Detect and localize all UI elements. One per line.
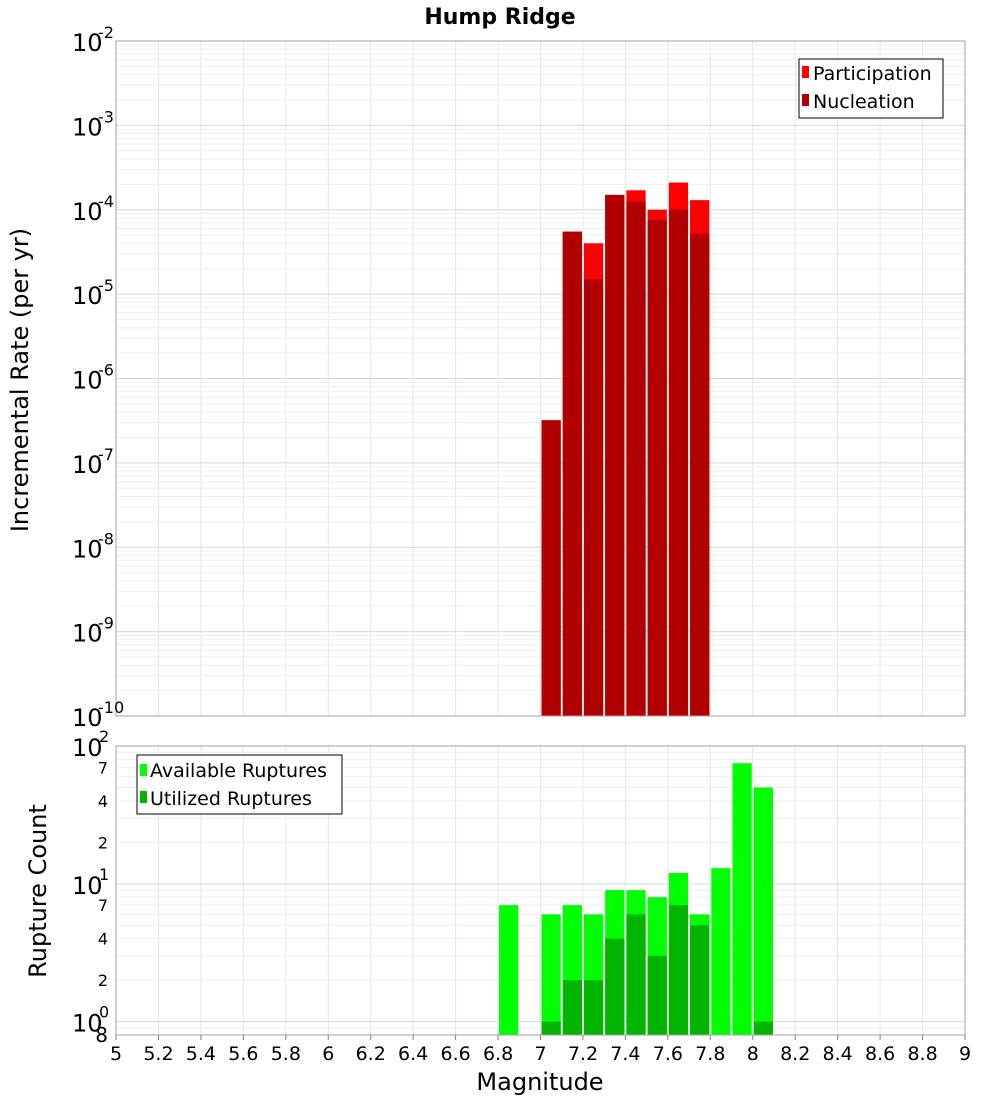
nucleation-bar (583, 279, 604, 716)
utilized-bar (626, 914, 646, 1035)
bottom-plot-bars (499, 763, 773, 1035)
utilized-bar (753, 1021, 773, 1035)
nucleation-legend-label: Nucleation (813, 91, 915, 113)
bottom-y-tick-mantissa: 10 (72, 734, 103, 762)
top-legend-box (798, 58, 944, 119)
x-tick-label: 5.4 (186, 1043, 216, 1065)
top-y-tick-mantissa: 10 (72, 113, 103, 141)
x-tick-label: 6.4 (398, 1043, 428, 1065)
x-tick-label: 5.2 (143, 1043, 173, 1065)
bottom-y-tick-mantissa: 10 (72, 1010, 103, 1038)
x-tick-label: 7.2 (568, 1043, 598, 1065)
top-y-tick-exponent: -6 (98, 361, 114, 380)
x-tick-label: 8.8 (907, 1043, 937, 1065)
utilized-bar (690, 925, 710, 1035)
nucleation-bar (647, 220, 667, 717)
nucleation-bar (562, 231, 582, 716)
bottom-y-minor-tick-label: 7 (98, 896, 108, 915)
x-tick-label: 8 (747, 1043, 759, 1065)
utilized-bar (605, 938, 625, 1035)
x-tick-label: 8.6 (865, 1043, 895, 1065)
top-y-axis-label: Incremental Rate (per yr) (6, 228, 34, 532)
x-tick-labels: 5 5.2 5.4 5.6 5.8 6 6.2 6.4 6.6 6.8 7 7.2 7.4 7.6 7.8 8… (110, 1035, 971, 1065)
top-y-tick-mantissa: 10 (72, 704, 103, 732)
available-bar (541, 914, 561, 1035)
chart-title: Hump Ridge (424, 5, 575, 30)
nucleation-bar (541, 420, 561, 716)
utilized-bar (647, 955, 667, 1035)
x-tick-label: 7 (534, 1043, 546, 1065)
x-tick-label: 6 (322, 1043, 334, 1065)
top-plot-grid (115, 41, 966, 717)
bottom-legend-box (136, 754, 343, 815)
top-y-tick-exponent: -10 (98, 698, 124, 717)
available-bar (753, 787, 773, 1035)
top-y-tick-exponent: -7 (98, 445, 114, 464)
x-tick-label: 7.4 (610, 1043, 640, 1065)
nucleation-bar (605, 194, 625, 716)
x-tick-label: 6.6 (440, 1043, 470, 1065)
top-y-tick-mantissa: 10 (72, 451, 103, 479)
nucleation-legend-swatch (802, 94, 809, 106)
bottom-y-minor-tick-label: 2 (98, 971, 108, 990)
bottom-legend: Available Ruptures Utilized Ruptures (136, 754, 343, 815)
nucleation-bar (668, 209, 689, 716)
x-tick-label: 9 (959, 1043, 971, 1065)
bottom-y-axis-label: Rupture Count (24, 804, 52, 978)
bottom-y-tick-exponent: 1 (99, 865, 109, 884)
bottom-y-minor-tick-label: 4 (98, 792, 108, 811)
utilized-legend-swatch (140, 791, 147, 803)
bottom-y-tick-exponent: 2 (99, 727, 109, 746)
available-legend-label: Available Ruptures (150, 760, 327, 782)
top-y-tick-exponent: -9 (98, 614, 114, 633)
x-tick-label: 6.2 (356, 1043, 386, 1065)
top-y-tick-mantissa: 10 (72, 198, 103, 226)
top-y-tick-mantissa: 10 (72, 535, 103, 563)
x-axis-label: Magnitude (476, 1068, 603, 1096)
top-legend: Participation Nucleation (798, 58, 944, 119)
nucleation-bar (626, 201, 646, 716)
top-y-tick-exponent: -8 (98, 529, 114, 548)
top-y-tick-mantissa: 10 (72, 367, 103, 395)
top-y-tick-mantissa: 10 (72, 620, 103, 648)
x-tick-label: 8.4 (823, 1043, 853, 1065)
top-y-tick-exponent: -5 (98, 276, 114, 295)
utilized-bar (668, 905, 689, 1035)
available-bar (732, 763, 752, 1035)
x-tick-label: 5.8 (271, 1043, 301, 1065)
x-tick-label: 5 (110, 1043, 122, 1065)
top-plot-bars (541, 182, 710, 717)
available-bar (499, 905, 519, 1035)
x-tick-label: 5.6 (228, 1043, 258, 1065)
participation-legend-swatch (802, 66, 809, 78)
available-legend-swatch (140, 764, 147, 776)
x-tick-label: 6.8 (483, 1043, 513, 1065)
bottom-y-minor-tick-label: 2 (98, 833, 108, 852)
x-tick-label: 7.6 (653, 1043, 683, 1065)
top-plot-frame (115, 40, 966, 717)
top-y-tick-exponent: -3 (98, 107, 114, 126)
top-y-tick-mantissa: 10 (72, 282, 103, 310)
bottom-y-minor-tick-label: 7 (98, 758, 108, 777)
top-y-tick-exponent: -2 (98, 23, 114, 42)
top-y-tick-exponent: -4 (98, 192, 114, 211)
utilized-bar (562, 980, 582, 1035)
nucleation-bar (690, 233, 710, 716)
utilized-bar (583, 980, 604, 1035)
top-y-tick-mantissa: 10 (72, 29, 103, 57)
utilized-bar (541, 1021, 561, 1035)
bottom-y-minor-tick-label: 4 (98, 930, 108, 949)
utilized-legend-label: Utilized Ruptures (150, 788, 312, 810)
bottom-y-tick-mantissa: 10 (72, 872, 103, 900)
bottom-y-minor-tick-label: 8 (95, 1023, 108, 1047)
x-tick-label: 7.8 (695, 1043, 725, 1065)
available-bar (711, 868, 731, 1035)
bottom-y-tick-exponent: 0 (99, 1003, 109, 1022)
x-tick-label: 8.2 (780, 1043, 810, 1065)
participation-legend-label: Participation (813, 63, 932, 85)
